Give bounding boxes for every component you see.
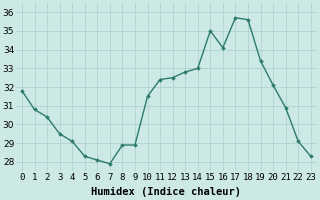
X-axis label: Humidex (Indice chaleur): Humidex (Indice chaleur) — [91, 187, 241, 197]
